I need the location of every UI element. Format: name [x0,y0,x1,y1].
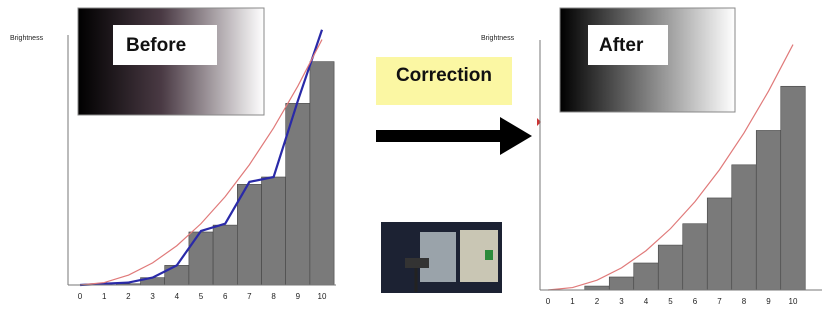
bar [165,265,189,285]
arrow-head [500,117,532,155]
bar [707,198,732,290]
bar [237,184,261,285]
x-tick-label: 6 [223,292,228,301]
bar [756,130,781,290]
bar [658,245,683,290]
photo-screen [420,232,456,282]
x-tick-label: 7 [247,292,252,301]
x-tick-label: 0 [546,297,551,306]
x-tick-label: 5 [668,297,673,306]
page: Before After Correction Brightness 0 1 2 3 4 5… [0,0,829,312]
bar [189,232,213,285]
photo-detail [485,250,493,260]
bar [213,225,237,285]
y-axis-label: Brightness [10,35,44,42]
x-tick-label: 0 [78,292,83,301]
x-tick-label: 9 [766,297,771,306]
x-tick-label: 2 [595,297,600,306]
arrow-shaft [376,130,502,142]
photo-camera [405,258,429,268]
x-tick-label: 5 [199,292,204,301]
bar [609,277,634,290]
x-tick-label: 10 [789,297,798,306]
correction-label: Correction [396,65,492,86]
x-tick-label: 1 [570,297,575,306]
x-tick-label: 9 [296,292,301,301]
x-tick-label: 10 [318,292,327,301]
panel-label: After [599,35,644,56]
x-tick-label: 8 [271,292,276,301]
x-tick-label: 2 [126,292,131,301]
x-tick-label: 7 [717,297,722,306]
bar [585,286,610,290]
bar [781,86,806,290]
x-tick-label: 4 [644,297,649,306]
bar [732,165,757,290]
y-axis-label: Brightness [481,35,515,42]
bar [262,177,286,285]
x-tick-label: 8 [742,297,747,306]
x-tick-label: 4 [175,292,180,301]
bar [634,263,659,290]
x-tick-label: 3 [150,292,155,301]
bar [683,224,708,290]
x-tick-label: 6 [693,297,698,306]
x-tick-label: 1 [102,292,107,301]
x-tick-label: 3 [619,297,624,306]
bar [310,62,334,285]
panel-label: Before [126,35,186,56]
